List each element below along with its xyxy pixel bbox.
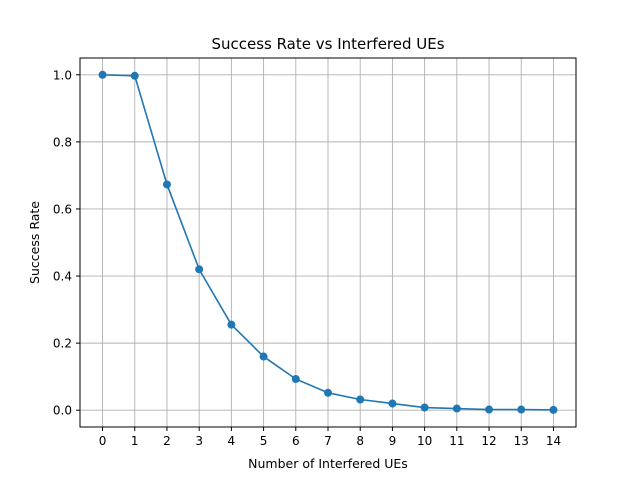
y-tick-label: 0.2 (53, 337, 72, 351)
x-axis-label: Number of Interfered UEs (248, 456, 408, 471)
series-layer (98, 70, 558, 414)
data-point (130, 71, 139, 80)
y-tick-label: 0.8 (53, 135, 72, 149)
x-tick-label: 11 (449, 434, 464, 448)
x-tick-label: 10 (417, 434, 432, 448)
y-tick-label: 1.0 (53, 68, 72, 82)
y-tick-label: 0.0 (53, 404, 72, 418)
x-tick-label: 0 (99, 434, 107, 448)
axis-ticks: 0 1 2 3 4 5 6 7 8 9 10 11 12 13 140.00.20.40.60.81.0 (53, 68, 561, 448)
data-point (98, 70, 107, 79)
plot-frame (79, 57, 577, 428)
x-tick-label: 2 (163, 434, 171, 448)
data-point (259, 352, 268, 361)
chart-title: Success Rate vs Interfered UEs (211, 35, 444, 53)
x-tick-label: 1 (131, 434, 139, 448)
data-point (227, 320, 236, 329)
x-tick-label: 3 (195, 434, 203, 448)
y-axis-label: Success Rate (27, 201, 42, 284)
x-tick-label: 14 (546, 434, 561, 448)
data-point (517, 405, 526, 414)
data-point (324, 388, 332, 397)
x-tick-label: 12 (481, 434, 496, 448)
data-point (388, 399, 397, 408)
x-tick-label: 9 (389, 434, 397, 448)
x-tick-label: 13 (514, 434, 529, 448)
data-point (452, 404, 461, 413)
x-tick-label: 6 (292, 434, 300, 448)
data-point (356, 395, 365, 404)
y-tick-label: 0.6 (53, 202, 72, 216)
x-tick-label: 8 (356, 434, 364, 448)
data-point (485, 405, 494, 414)
data-point (195, 265, 204, 274)
grid (80, 58, 576, 427)
data-point (420, 403, 429, 412)
x-tick-label: 7 (324, 434, 332, 448)
data-point (291, 375, 300, 384)
data-point (549, 405, 558, 414)
y-tick-label: 0.4 (53, 270, 72, 284)
data-point (162, 180, 171, 189)
x-tick-label: 4 (228, 434, 236, 448)
x-tick-label: 5 (260, 434, 268, 448)
